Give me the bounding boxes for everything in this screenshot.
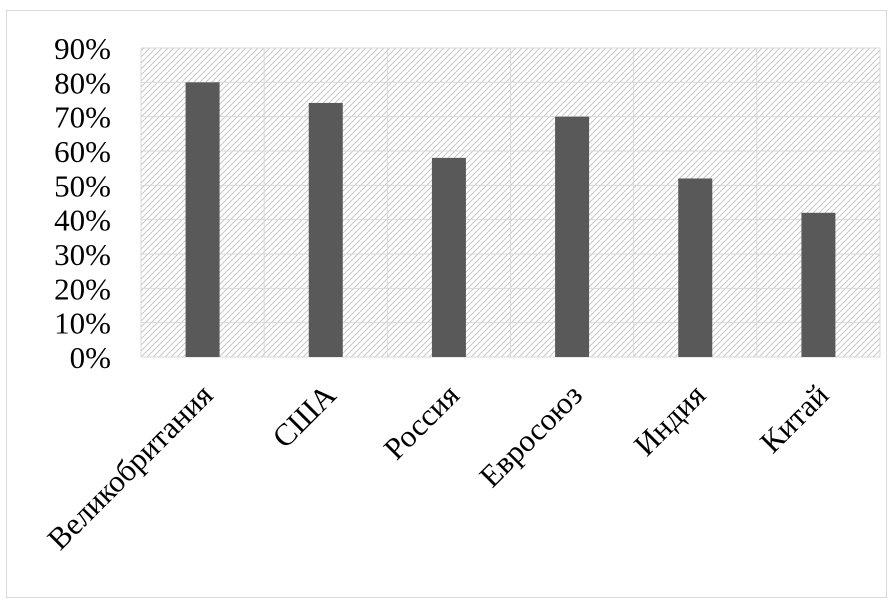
y-tick-label: 0% (70, 340, 111, 375)
x-category-label: Великобритания (40, 377, 219, 556)
x-category-label: Россия (377, 377, 466, 466)
y-tick-label: 30% (54, 237, 111, 272)
y-tick-label: 70% (54, 100, 111, 135)
bars (185, 82, 836, 358)
y-tick-label: 60% (54, 134, 111, 169)
bar (308, 102, 343, 357)
x-axis-labels: Великобритания США Россия Евросоюз Индия Кита… (40, 377, 835, 557)
y-tick-label: 10% (54, 306, 111, 341)
chart-frame: 0% 10% 20% 30% 40% 50% 60% 70% 80% 90% Великобрит… (6, 10, 887, 598)
bar-chart: 0%10%20%30%40%50%60%70%80%90% Великобрит… (40, 31, 881, 557)
y-tick-label: 20% (54, 271, 111, 306)
bar (801, 212, 836, 357)
x-category-label: Китай (753, 377, 835, 459)
x-category-label: Индия (627, 377, 712, 462)
y-axis-ticks: 0%10%20%30%40%50%60%70%80%90% (54, 31, 111, 375)
bar (431, 157, 466, 357)
y-tick-label: 50% (54, 168, 111, 203)
gridlines (140, 47, 881, 358)
y-tick-label: 40% (54, 203, 111, 238)
x-category-label: США (265, 377, 343, 455)
y-tick-label: 90% (54, 31, 111, 66)
bar (185, 82, 220, 357)
bar (678, 178, 713, 357)
bar (555, 116, 590, 358)
x-category-label: Евросоюз (472, 377, 589, 494)
y-tick-label: 80% (54, 65, 111, 100)
